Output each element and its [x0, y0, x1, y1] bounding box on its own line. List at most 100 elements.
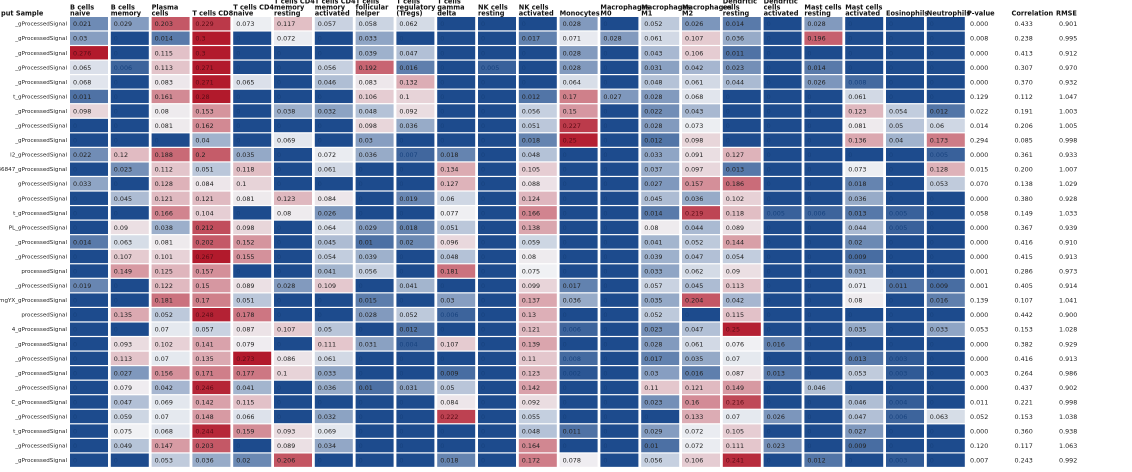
cell-value: 0.045: [114, 195, 132, 203]
cell-value: 0: [889, 151, 893, 159]
heat-cell: [478, 264, 516, 278]
cell-value: 0.083: [359, 78, 377, 86]
heat-cell: [274, 75, 312, 89]
cell-value: 0.200: [1015, 166, 1033, 174]
cell-value: 0: [930, 442, 934, 450]
cell-value: 0: [73, 355, 77, 363]
heat-cell: [70, 75, 108, 89]
heat-cell: [886, 453, 924, 467]
heat-cell: [355, 147, 394, 162]
cell-value: 0.152: [236, 238, 254, 246]
column-header: (Tregs): [396, 10, 422, 18]
cell-value: 0.059: [114, 413, 132, 421]
heat-cell: [151, 75, 190, 89]
heat-cell: [396, 46, 435, 60]
heat-cell: [804, 380, 843, 395]
heat-cell: [314, 133, 353, 147]
cell-value: 0.973: [1059, 268, 1077, 276]
heat-cell: [600, 366, 639, 380]
heat-cell: [967, 337, 1007, 351]
cell-value: 0.157: [195, 268, 213, 276]
heat-cell: [967, 147, 1007, 162]
cell-value: 0.107: [1015, 297, 1033, 305]
cell-value: 0.005: [767, 209, 785, 217]
heat-cell: [110, 424, 149, 438]
heat-cell: [478, 118, 516, 133]
heat-cell: [886, 351, 924, 365]
heat-cell: [1011, 278, 1052, 293]
cell-value: 0.134: [440, 166, 458, 174]
heat-cell: [518, 351, 557, 365]
cell-value: 0: [807, 268, 811, 276]
heat-cell: [437, 308, 476, 322]
heat-cell: [70, 177, 108, 191]
heat-cell: [886, 177, 924, 191]
cell-value: 0.061: [685, 340, 703, 348]
cell-value: 0.01: [644, 442, 658, 450]
cell-value: 0.241: [726, 457, 744, 465]
heat-cell: [641, 104, 680, 118]
heat-cell: [967, 278, 1007, 293]
heat-cell: [274, 17, 312, 31]
heat-cell: [600, 395, 639, 409]
heat-cell: [559, 249, 598, 264]
cell-value: 0.156: [155, 369, 173, 377]
cell-value: 0: [807, 398, 811, 406]
cell-value: 0.047: [114, 398, 132, 406]
cell-value: 0.16: [685, 398, 699, 406]
cell-value: 0.041: [318, 268, 336, 276]
cell-value: 0: [563, 151, 567, 159]
cell-value: 0: [359, 166, 363, 174]
cell-value: 0: [807, 93, 811, 101]
cell-value: 0.111: [726, 442, 744, 450]
cell-value: 0.041: [399, 282, 417, 290]
heat-cell: [478, 133, 516, 147]
cell-value: 0: [848, 311, 852, 319]
heat-cell: [151, 395, 190, 409]
heat-cell: [151, 278, 190, 293]
cell-value: 0.063: [930, 413, 948, 421]
cell-value: 0: [807, 369, 811, 377]
cell-value: 0.243: [1015, 457, 1033, 465]
cell-value: 0.267: [195, 253, 213, 261]
heat-cell: [192, 249, 231, 264]
heat-cell: [151, 133, 190, 147]
cell-value: 0: [930, 355, 934, 363]
heat-cell: [926, 322, 965, 336]
heat-cell: [355, 60, 394, 74]
cell-value: 0.132: [399, 78, 417, 86]
cell-value: 0.072: [685, 428, 703, 436]
heat-cell: [110, 220, 149, 235]
sample-name: _gProcessedSignal: [14, 51, 67, 57]
heat-cell: [70, 31, 108, 45]
cell-value: 0.032: [318, 107, 336, 115]
cell-value: 0.101: [155, 253, 173, 261]
heat-cell: [396, 17, 435, 31]
cell-value: 0: [603, 49, 607, 57]
heat-cell: [763, 162, 802, 176]
cell-value: 0.033: [73, 180, 91, 188]
heat-cell: [314, 380, 353, 395]
cell-value: 0.027: [644, 180, 662, 188]
heat-cell: [682, 351, 720, 365]
heat-cell: [110, 191, 149, 205]
heat-cell: [518, 438, 557, 453]
heat-cell: [396, 162, 435, 176]
heat-cell: [804, 104, 843, 118]
heat-cell: [192, 322, 231, 336]
cell-value: 0: [767, 151, 771, 159]
heat-cell: [314, 235, 353, 249]
heat-cell: [437, 424, 476, 438]
cell-value: 0: [889, 93, 893, 101]
heat-cell: [722, 177, 761, 191]
cell-value: 0.238: [1015, 35, 1033, 43]
column-header: delta: [437, 10, 456, 18]
heat-cell: [518, 220, 557, 235]
heat-cell: [233, 351, 272, 365]
cell-value: 0: [807, 282, 811, 290]
heat-cell: [1056, 46, 1096, 60]
heat-cell: [110, 249, 149, 264]
heat-cell: [967, 249, 1007, 264]
heat-cell: [518, 409, 557, 424]
heat-cell: [437, 337, 476, 351]
